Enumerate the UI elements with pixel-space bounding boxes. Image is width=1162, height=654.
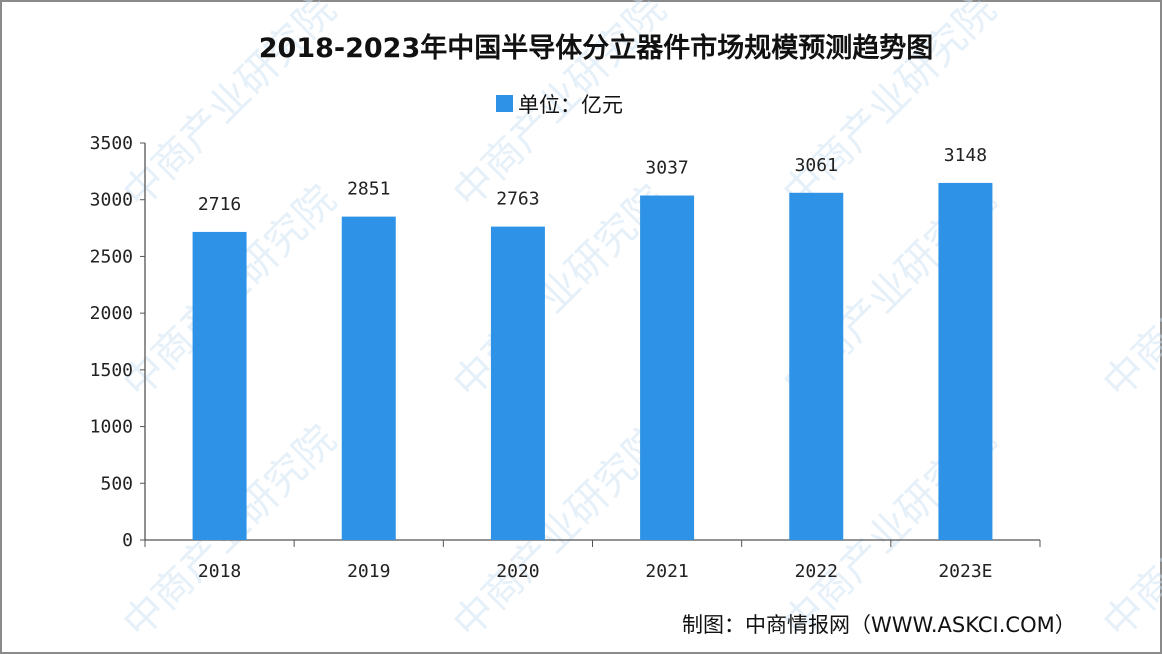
axes: 0 500 1000 1500 2000 2500 3000 3500 2018 2019 2020… (90, 133, 1041, 582)
y-tick-label: 500 (100, 473, 133, 494)
x-tick-label: 2022 (795, 561, 838, 582)
x-tick-label: 2023E (938, 561, 992, 582)
source-note: 制图：中商情报网（WWW.ASKCI.COM） (682, 613, 1076, 637)
y-tick-label: 1500 (90, 360, 133, 381)
x-tick-label: 2020 (496, 561, 539, 582)
data-label: 3037 (645, 158, 688, 179)
bar (789, 192, 844, 540)
bar (938, 182, 993, 540)
bar (192, 231, 247, 541)
y-tick-label: 2500 (90, 246, 133, 267)
data-label: 3061 (795, 155, 838, 176)
bars: 2716 2851 2763 3037 3061 3148 (192, 145, 993, 541)
x-tick-label: 2018 (198, 561, 241, 582)
watermark-text: 中商产业研究院 (1095, 417, 1162, 648)
legend-swatch (496, 95, 513, 112)
data-label: 2716 (198, 194, 241, 215)
bar (341, 216, 396, 540)
bar (640, 195, 695, 540)
y-tick-label: 3500 (90, 133, 133, 154)
data-label: 2851 (347, 179, 390, 200)
y-tick-label: 3000 (90, 190, 133, 211)
data-label: 2763 (496, 189, 539, 210)
y-tick-label: 1000 (90, 417, 133, 438)
legend-label: 单位：亿元 (518, 93, 623, 117)
x-tick-label: 2019 (347, 561, 390, 582)
data-label: 3148 (944, 145, 987, 166)
y-tick-label: 2000 (90, 303, 133, 324)
bar (490, 226, 545, 540)
x-tick-label: 2021 (645, 561, 688, 582)
watermark-text: 中商产业研究院 (1095, 177, 1162, 408)
y-tick-label: 0 (122, 530, 133, 551)
chart-title: 2018-2023年中国半导体分立器件市场规模预测趋势图 (259, 32, 934, 64)
